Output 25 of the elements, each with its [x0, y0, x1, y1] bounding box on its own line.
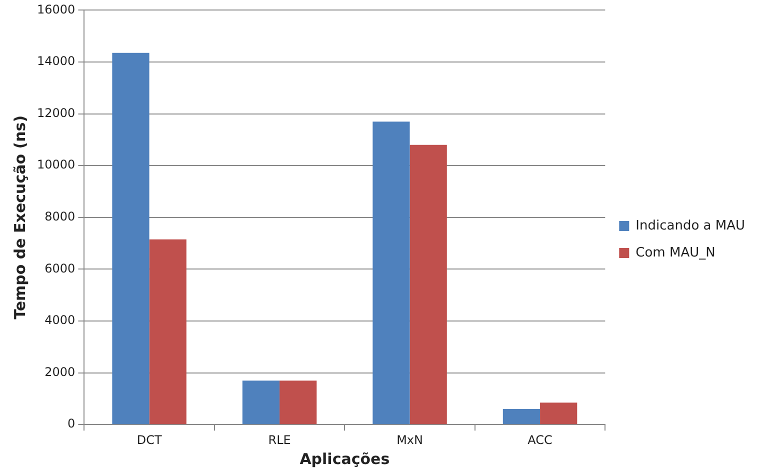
y-tick-label: 14000: [36, 54, 76, 68]
legend-label: Indicando a MAU: [636, 218, 746, 234]
y-tick-label: 8000: [44, 210, 76, 224]
x-tick-label: MxN: [396, 432, 423, 447]
y-tick-label: 4000: [44, 313, 76, 328]
bar: [372, 122, 410, 424]
x-tick-label: DCT: [136, 432, 162, 447]
y-tick-label: 0: [68, 416, 76, 431]
y-tick-label: 16000: [36, 2, 76, 16]
bar: [540, 402, 578, 424]
y-axis-title: Tempo de Execução (ns): [10, 115, 29, 320]
y-tick-label: 10000: [36, 158, 76, 172]
bar: [112, 52, 150, 424]
x-tick-label: ACC: [528, 432, 552, 447]
bar: [149, 239, 186, 424]
bar: [280, 380, 317, 424]
y-tick-label: 2000: [44, 364, 76, 379]
x-axis-title: Aplicações: [300, 450, 390, 468]
bar: [410, 144, 447, 424]
y-tick-label: 12000: [36, 106, 76, 120]
legend-label: Com MAU_N: [636, 245, 716, 260]
bar: [502, 409, 540, 424]
bar: [242, 380, 280, 424]
y-tick-label: 6000: [44, 261, 76, 276]
x-tick-label: RLE: [268, 432, 291, 447]
